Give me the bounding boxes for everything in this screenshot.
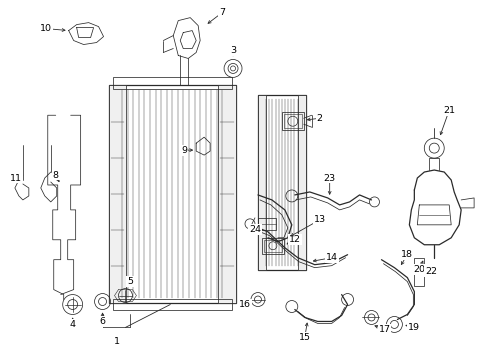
Text: 18: 18	[401, 250, 412, 259]
Bar	[258, 95, 265, 270]
Bar	[297, 95, 305, 270]
Bar	[218, 85, 236, 302]
Text: 3: 3	[229, 46, 236, 55]
Text: 20: 20	[412, 265, 425, 274]
Bar	[258, 218, 275, 230]
Text: 9: 9	[181, 145, 187, 154]
Text: 6: 6	[100, 317, 105, 326]
Text: 1: 1	[113, 337, 119, 346]
Text: 5: 5	[127, 277, 133, 286]
Bar	[112, 77, 232, 89]
Text: 4: 4	[69, 320, 76, 329]
Text: 24: 24	[248, 225, 261, 234]
Bar	[112, 298, 232, 310]
Text: 17: 17	[378, 325, 389, 334]
Text: 21: 21	[442, 106, 454, 115]
Text: 19: 19	[407, 323, 420, 332]
Bar	[108, 85, 126, 302]
Text: 7: 7	[219, 8, 224, 17]
Bar	[264, 240, 281, 252]
Text: 10: 10	[40, 24, 52, 33]
Text: 11: 11	[10, 174, 22, 183]
Bar	[281, 112, 303, 130]
Text: 22: 22	[425, 267, 436, 276]
Text: 15: 15	[298, 333, 310, 342]
Bar	[108, 85, 236, 302]
Bar	[283, 114, 301, 128]
Text: 8: 8	[53, 171, 59, 180]
Text: 12: 12	[288, 235, 300, 244]
Bar	[258, 95, 305, 270]
Text: 14: 14	[325, 253, 337, 262]
Text: 16: 16	[239, 300, 250, 309]
Text: 2: 2	[316, 114, 322, 123]
Bar	[413, 258, 424, 285]
Text: 13: 13	[313, 215, 325, 224]
Text: 23: 23	[323, 174, 335, 183]
Bar	[262, 238, 283, 254]
